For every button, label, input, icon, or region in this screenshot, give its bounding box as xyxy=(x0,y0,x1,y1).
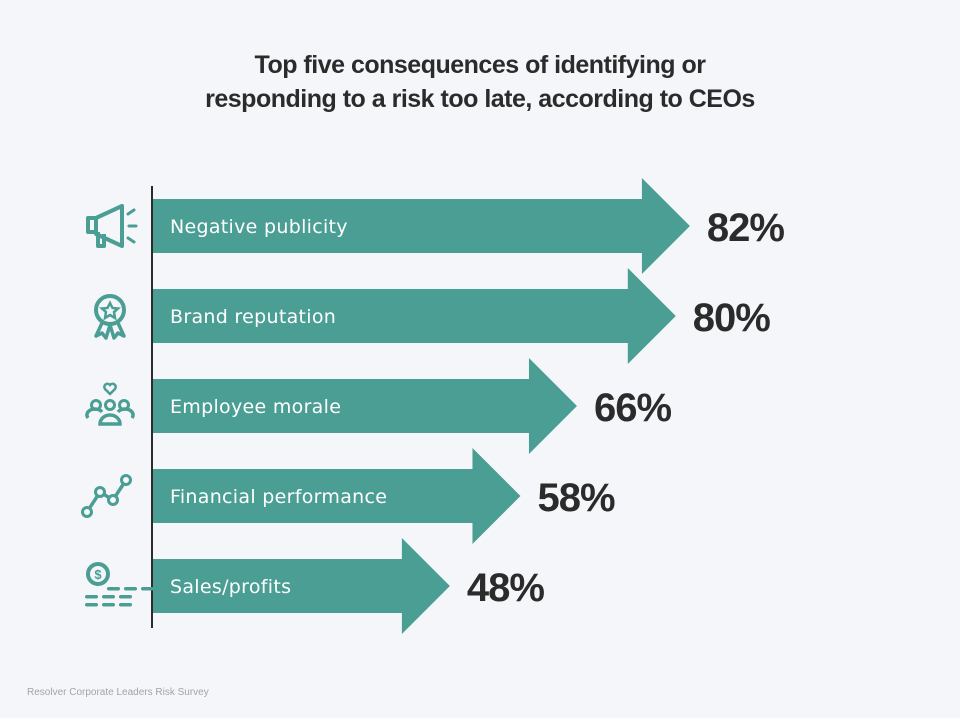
bar-row: Negative publicity 82% xyxy=(86,178,785,274)
bar-arrow xyxy=(153,538,450,634)
bar-arrow xyxy=(153,358,577,454)
value-label: 58% xyxy=(537,476,614,520)
coins-dollar-icon: $ xyxy=(85,562,171,607)
bar-arrow xyxy=(153,178,690,274)
award-ribbon-icon xyxy=(94,294,126,340)
value-label: 66% xyxy=(594,386,671,430)
bar-row: Financial performance 58% xyxy=(81,448,616,544)
title-line-2: responding to a risk too late, according… xyxy=(205,85,755,113)
line-chart-icon xyxy=(81,474,132,518)
bar-row: Brand reputation 80% xyxy=(94,268,771,364)
svg-text:$: $ xyxy=(94,567,102,582)
value-label: 80% xyxy=(693,296,770,340)
category-label: Financial performance xyxy=(170,486,387,508)
bar-row: Employee morale 66% xyxy=(85,358,672,454)
chart-title: Top five consequences of identifying or … xyxy=(0,48,960,116)
megaphone-icon xyxy=(86,204,138,248)
category-label: Employee morale xyxy=(170,396,341,418)
category-label: Sales/profits xyxy=(170,576,291,598)
value-label: 48% xyxy=(467,566,544,610)
bar-row: Sales/profits 48% $ xyxy=(85,538,545,634)
bar-arrow xyxy=(153,448,521,544)
category-label: Brand reputation xyxy=(170,306,336,328)
bar-arrow xyxy=(153,268,676,364)
category-label: Negative publicity xyxy=(170,216,348,238)
team-heart-icon xyxy=(85,382,135,426)
source-note: Resolver Corporate Leaders Risk Survey xyxy=(27,687,209,698)
title-line-1: Top five consequences of identifying or xyxy=(254,51,706,79)
value-label: 82% xyxy=(707,206,784,250)
